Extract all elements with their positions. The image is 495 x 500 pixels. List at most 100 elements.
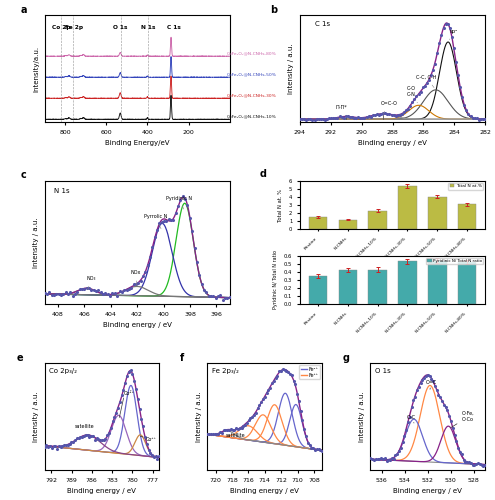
- Point: [158, 218, 166, 226]
- Point: [375, 110, 383, 118]
- Point: [275, 368, 283, 376]
- Point: [150, 234, 158, 241]
- Text: Pyridinic N: Pyridinic N: [166, 196, 193, 209]
- Point: [415, 384, 423, 392]
- Point: [177, 196, 185, 204]
- Point: [137, 278, 145, 285]
- Point: [436, 39, 444, 47]
- Point: [48, 291, 55, 299]
- Point: [447, 418, 455, 426]
- Text: g: g: [343, 352, 350, 362]
- Point: [463, 458, 471, 466]
- Y-axis label: Intensity/a.u.: Intensity/a.u.: [33, 46, 39, 92]
- Point: [290, 378, 297, 386]
- Point: [421, 82, 429, 90]
- Point: [121, 379, 129, 387]
- Point: [52, 290, 60, 298]
- Point: [139, 422, 147, 430]
- Point: [76, 286, 84, 294]
- Point: [71, 290, 79, 298]
- Point: [73, 434, 81, 442]
- Bar: [398, 186, 417, 229]
- Point: [162, 218, 170, 226]
- Legend: Fe²⁺, Fe³⁺: Fe²⁺, Fe³⁺: [299, 365, 320, 379]
- Point: [78, 433, 86, 441]
- Point: [97, 288, 105, 296]
- Text: e: e: [17, 352, 24, 362]
- Point: [148, 451, 156, 459]
- Point: [105, 428, 113, 436]
- Point: [433, 386, 441, 394]
- Point: [386, 110, 394, 118]
- Y-axis label: Intensity / a.u.: Intensity / a.u.: [289, 44, 295, 94]
- Point: [323, 115, 331, 123]
- Point: [460, 100, 468, 108]
- Point: [304, 115, 312, 123]
- Point: [469, 114, 477, 122]
- Point: [234, 425, 242, 433]
- Text: a: a: [20, 5, 27, 15]
- Point: [309, 444, 317, 452]
- Point: [478, 460, 486, 468]
- X-axis label: Binding energy / eV: Binding energy / eV: [394, 488, 462, 494]
- Point: [111, 288, 119, 296]
- Point: [366, 454, 374, 462]
- Point: [195, 272, 203, 280]
- Point: [354, 114, 362, 122]
- Point: [426, 372, 434, 380]
- Bar: [309, 217, 327, 229]
- Text: CoFe₂O₄@N-CNHs-80%: CoFe₂O₄@N-CNHs-80%: [227, 52, 276, 56]
- Point: [288, 371, 296, 379]
- Point: [50, 292, 58, 300]
- Point: [41, 290, 49, 298]
- Point: [220, 426, 228, 434]
- Point: [477, 115, 485, 123]
- Point: [264, 386, 272, 394]
- Point: [446, 24, 454, 32]
- Point: [295, 397, 303, 405]
- Y-axis label: Pyridinic N/ Total N ratio: Pyridinic N/ Total N ratio: [273, 250, 278, 310]
- Point: [259, 394, 267, 402]
- Legend: Pyridinic N/ Total N ratio: Pyridinic N/ Total N ratio: [426, 258, 483, 264]
- Point: [62, 440, 70, 448]
- Point: [371, 112, 379, 120]
- Point: [80, 432, 88, 440]
- Point: [232, 424, 240, 432]
- Point: [93, 434, 100, 442]
- Point: [350, 114, 358, 122]
- Point: [148, 243, 156, 251]
- Point: [313, 445, 321, 453]
- Point: [118, 391, 126, 399]
- Point: [67, 438, 75, 446]
- Point: [390, 455, 397, 463]
- Point: [216, 292, 224, 300]
- Text: c: c: [20, 170, 26, 180]
- Point: [203, 430, 211, 438]
- Point: [442, 20, 449, 28]
- Point: [200, 286, 208, 294]
- Point: [410, 96, 418, 104]
- Point: [379, 109, 387, 117]
- Text: Co 2p₃/₂: Co 2p₃/₂: [49, 368, 77, 374]
- Point: [352, 114, 360, 122]
- Point: [316, 446, 324, 454]
- Point: [450, 431, 458, 439]
- Point: [252, 408, 260, 416]
- Point: [229, 426, 237, 434]
- Text: sp²: sp²: [449, 28, 458, 40]
- Point: [360, 114, 368, 122]
- Y-axis label: Total N at. %: Total N at. %: [278, 188, 284, 222]
- Point: [211, 430, 219, 438]
- Point: [263, 389, 271, 397]
- Point: [123, 286, 131, 294]
- Point: [174, 202, 182, 210]
- Y-axis label: Intensity / a.u.: Intensity / a.u.: [359, 391, 365, 442]
- Point: [109, 417, 117, 425]
- Point: [462, 106, 470, 114]
- Point: [130, 376, 138, 384]
- Point: [370, 456, 378, 464]
- Point: [45, 288, 53, 296]
- Point: [392, 451, 399, 459]
- Point: [113, 292, 121, 300]
- Bar: [368, 270, 387, 304]
